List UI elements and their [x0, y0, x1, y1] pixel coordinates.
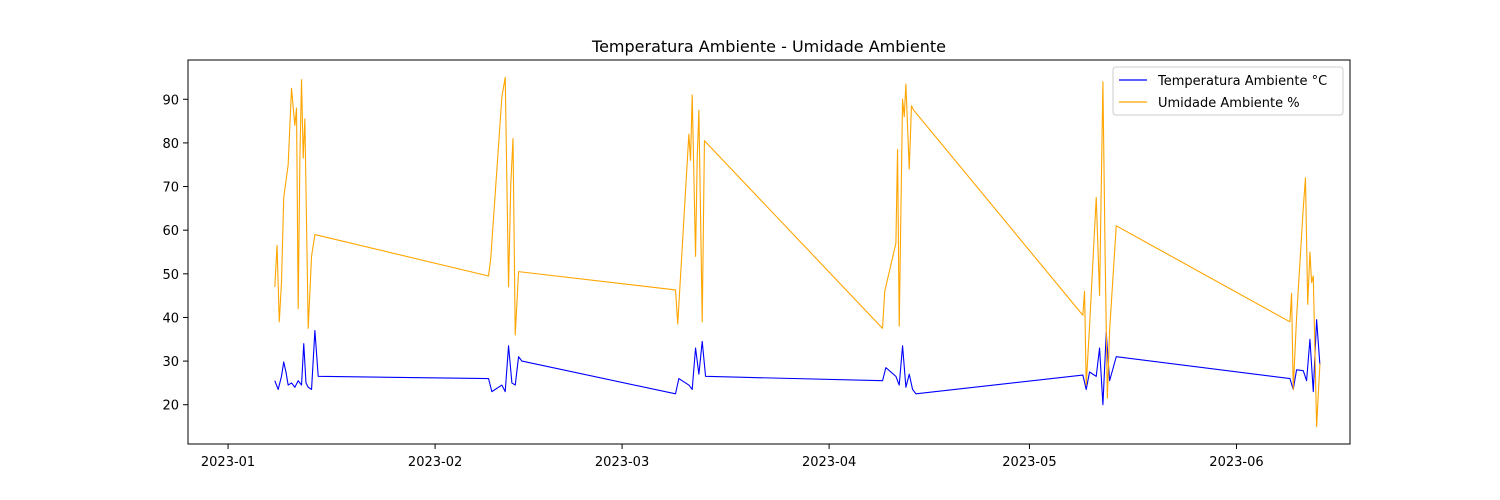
chart-title: Temperatura Ambiente - Umidade Ambiente — [591, 37, 946, 56]
series-line-temperatura — [274, 319, 1321, 406]
y-tick-label: 30 — [162, 355, 179, 370]
x-tick-label: 2023-03 — [595, 455, 649, 470]
y-tick-label: 80 — [162, 137, 179, 152]
x-tick-label: 2023-01 — [201, 455, 255, 470]
series-line-umidade — [274, 76, 1321, 428]
plot-frame — [187, 59, 1351, 445]
y-tick-label: 70 — [162, 181, 179, 196]
legend-box — [1112, 66, 1344, 116]
y-tick-label: 60 — [162, 224, 179, 239]
series-layer — [274, 76, 1321, 428]
y-tick-label: 20 — [162, 399, 179, 414]
x-tick-label: 2023-04 — [802, 455, 856, 470]
y-tick-label: 40 — [162, 311, 179, 326]
legend-label: Umidade Ambiente % — [1158, 96, 1300, 111]
x-tick-label: 2023-05 — [1002, 455, 1056, 470]
x-tick-label: 2023-02 — [408, 455, 462, 470]
legend: Temperatura Ambiente °C Umidade Ambiente … — [1112, 66, 1344, 116]
y-tick-label: 90 — [162, 93, 179, 108]
y-axis: 20 30 40 50 60 70 80 90 — [162, 93, 188, 414]
y-tick-label: 50 — [162, 268, 179, 283]
x-axis: 2023-01 2023-02 2023-03 2023-04 2023-05 2023-… — [201, 444, 1264, 470]
legend-label: Temperatura Ambiente °C — [1157, 74, 1327, 89]
x-tick-label: 2023-06 — [1209, 455, 1263, 470]
